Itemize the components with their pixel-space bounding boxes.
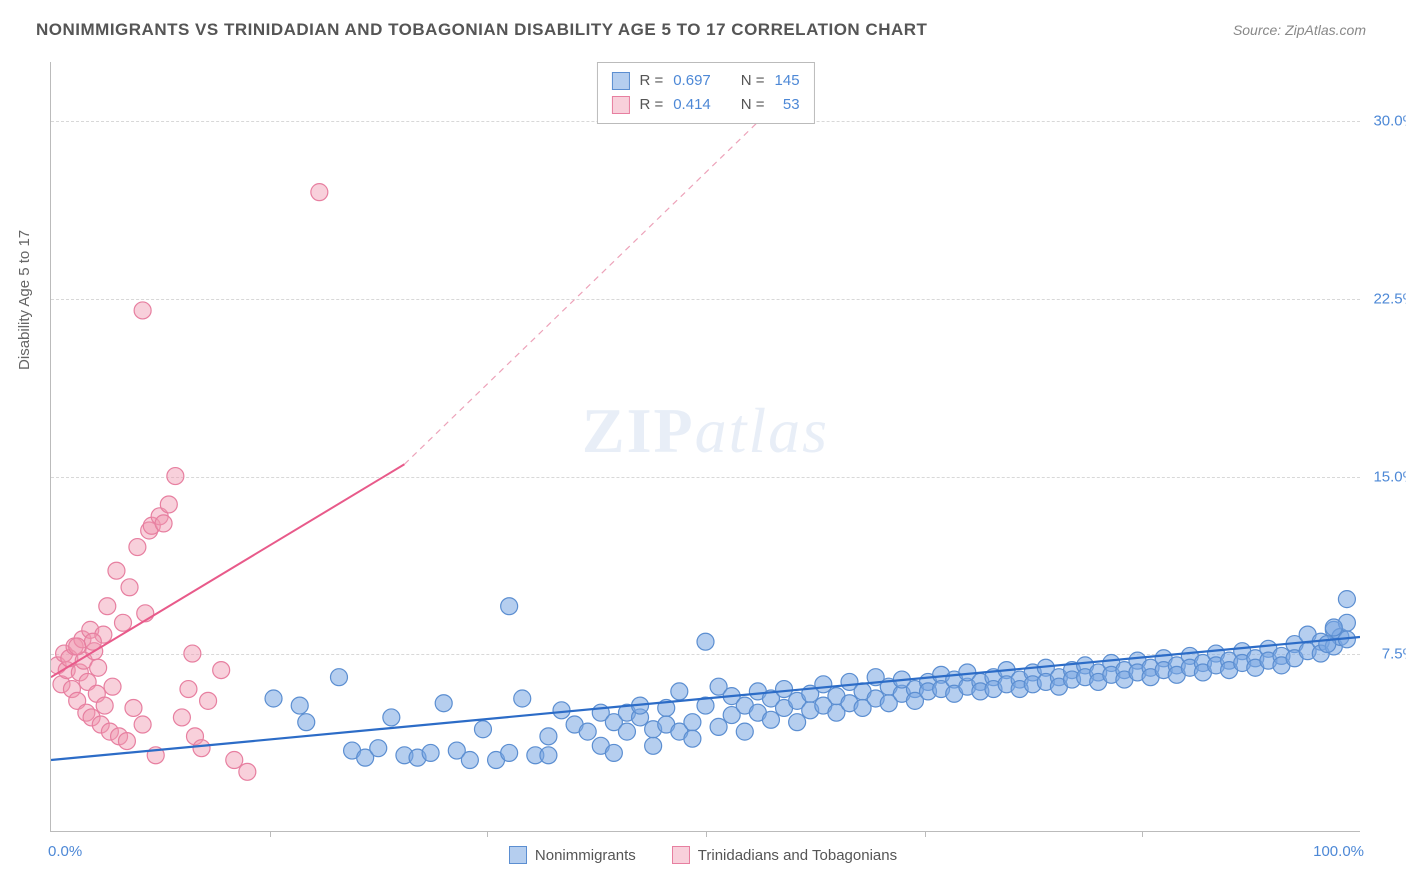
data-point [121,579,138,596]
legend-item-label: Trinidadians and Tobagonians [698,847,897,864]
legend-r-value: 0.697 [673,69,711,93]
data-point [618,723,635,740]
data-point [1319,636,1336,653]
source-label: Source: [1233,22,1285,38]
y-axis-label: Disability Age 5 to 17 [16,230,33,370]
chart-svg [51,62,1360,831]
data-point [579,723,596,740]
data-point [540,728,557,745]
legend-r-label: R = [639,93,663,117]
y-tick-label: 30.0% [1366,113,1406,130]
x-tick [1142,831,1143,837]
data-point [115,614,132,631]
data-point [370,740,387,757]
data-point [553,702,570,719]
trend-line [404,109,771,464]
data-point [180,681,197,698]
data-point [160,496,177,513]
data-point [104,678,121,695]
legend-swatch [509,846,527,864]
chart-title: NONIMMIGRANTS VS TRINIDADIAN AND TOBAGON… [36,20,927,40]
legend-swatch [611,72,629,90]
data-point [684,714,701,731]
x-tick [487,831,488,837]
series-legend: Nonimmigrants Trinidadians and Tobagonian… [0,846,1406,868]
data-point [167,468,184,485]
data-point [514,690,531,707]
legend-row: R = 0.697 N = 145 [611,69,799,93]
data-point [226,752,243,769]
data-point [461,752,478,769]
legend-item: Nonimmigrants [509,846,636,864]
data-point [605,744,622,761]
data-point [710,718,727,735]
data-point [239,763,256,780]
legend-r-value: 0.414 [673,93,711,117]
data-point [311,184,328,201]
data-point [1325,619,1342,636]
data-point [125,699,142,716]
legend-swatch [672,846,690,864]
legend-n-value: 145 [775,69,800,93]
data-point [383,709,400,726]
data-point [134,302,151,319]
legend-n-label: N = [741,69,765,93]
y-tick-label: 7.5% [1366,646,1406,663]
x-tick [706,831,707,837]
data-point [184,645,201,662]
chart-plot-area: ZIPatlas 7.5%15.0%22.5%30.0% R = 0.697N … [50,62,1360,832]
trend-line [51,464,404,677]
data-point [265,690,282,707]
data-point [501,598,518,615]
data-point [1338,591,1355,608]
data-point [96,697,113,714]
data-point [193,740,210,757]
data-point [474,721,491,738]
data-point [90,659,107,676]
legend-n-label: N = [741,93,765,117]
legend-row: R = 0.414 N = 53 [611,93,799,117]
data-point [501,744,518,761]
legend-item: Trinidadians and Tobagonians [672,846,897,864]
legend-swatch [611,96,629,114]
data-point [118,733,135,750]
data-point [69,638,86,655]
data-point [645,737,662,754]
source-value: ZipAtlas.com [1285,22,1366,38]
legend-n-value: 53 [775,93,800,117]
data-point [173,709,190,726]
data-point [776,681,793,698]
data-point [815,676,832,693]
data-point [298,714,315,731]
y-tick-label: 15.0% [1366,468,1406,485]
x-tick [925,831,926,837]
data-point [200,692,217,709]
data-point [291,697,308,714]
data-point [330,669,347,686]
data-point [422,744,439,761]
data-point [213,662,230,679]
correlation-legend: R = 0.697 N = 145 R = 0.414 N = 53 [596,62,814,124]
data-point [736,723,753,740]
data-point [129,539,146,556]
data-point [540,747,557,764]
data-point [671,683,688,700]
data-point [789,714,806,731]
data-point [155,515,172,532]
x-tick [270,831,271,837]
data-point [108,562,125,579]
legend-r-label: R = [639,69,663,93]
data-point [99,598,116,615]
legend-item-label: Nonimmigrants [535,847,636,864]
y-tick-label: 22.5% [1366,290,1406,307]
source-credit: Source: ZipAtlas.com [1233,22,1366,38]
data-point [134,716,151,733]
data-point [684,730,701,747]
data-point [435,695,452,712]
trend-line [51,637,1360,760]
data-point [697,633,714,650]
data-point [762,711,779,728]
